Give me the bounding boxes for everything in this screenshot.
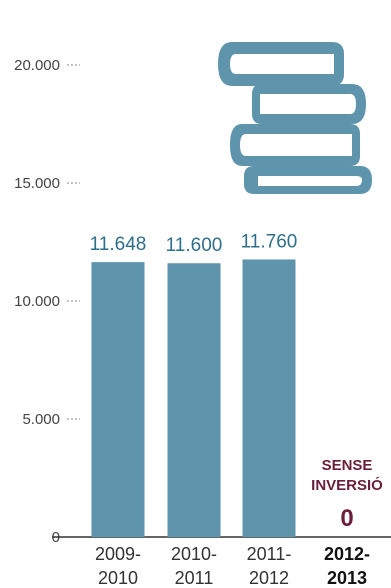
x-tick-label: 2011- <box>247 544 292 564</box>
no-investment-annotation: SENSE INVERSIÓ <box>311 457 383 494</box>
bar <box>167 263 221 537</box>
x-tick-label: 2010- <box>171 544 217 564</box>
x-tick-label: 2009- <box>95 544 141 564</box>
bar-value-label: 11.600 <box>166 235 223 256</box>
x-tick-label: 2013 <box>327 568 367 588</box>
annotation-line-2: INVERSIÓ <box>311 476 383 494</box>
x-tick-label: 2012 <box>249 568 289 588</box>
bar-value-label: 11.760 <box>241 231 298 252</box>
x-tick-label: 2012- <box>324 544 370 564</box>
bar-value-label: 11.648 <box>90 234 147 255</box>
x-axis: 2009- 2010 2010- 2011 2011- 2012 2012- 2013 <box>95 544 370 588</box>
y-tick-label: 15.000 <box>14 175 60 192</box>
x-tick-label: 2011 <box>175 568 214 588</box>
y-tick-label: 10.000 <box>14 293 60 310</box>
x-tick-label: 2010 <box>98 568 138 588</box>
value-labels: 11.648 11.600 11.760 0 <box>90 231 354 532</box>
bar-value-label: 0 <box>340 505 353 532</box>
y-tick-label: 20.000 <box>14 57 60 74</box>
bar <box>242 259 296 537</box>
annotation-line-1: SENSE <box>322 457 373 474</box>
books-stack-icon <box>218 42 372 194</box>
bar <box>91 262 145 537</box>
bars <box>91 259 296 537</box>
y-tick-label: 5.000 <box>22 411 60 428</box>
